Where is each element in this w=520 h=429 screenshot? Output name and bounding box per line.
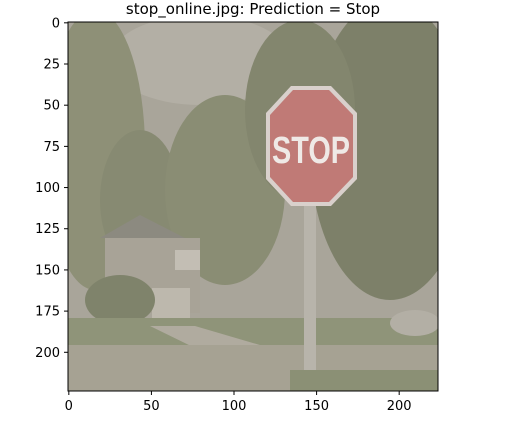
y-ticks: 0 25 50 75 100 125 150 175 200 [35, 16, 68, 361]
y-tick-label: 50 [43, 99, 60, 114]
hedge [85, 275, 155, 325]
x-tick-label: 150 [304, 399, 329, 414]
stop-sign-text: STOP [272, 130, 350, 172]
y-tick-label: 75 [43, 140, 60, 155]
axes-frame [67, 21, 439, 392]
parked-car [390, 310, 438, 336]
x-tick-label: 0 [65, 399, 73, 414]
sign-pole [304, 203, 316, 391]
y-tick-label: 200 [35, 346, 60, 361]
y-tick-label: 100 [35, 181, 60, 196]
y-tick-label: 150 [35, 263, 60, 278]
driveway [150, 326, 270, 348]
x-tick-label: 200 [387, 399, 412, 414]
house-window [175, 250, 200, 270]
cloud [110, 22, 290, 105]
x-tick-label: 100 [222, 399, 247, 414]
y-tick-label: 0 [52, 16, 60, 31]
photo-image: STOP [68, 22, 438, 391]
house-roof [100, 215, 185, 238]
y-tick-label: 25 [43, 58, 60, 73]
x-tick-label: 50 [143, 399, 160, 414]
y-tick-label: 175 [35, 305, 60, 320]
stop-sign-face [270, 90, 353, 202]
grass-strip [290, 370, 438, 391]
lawn [68, 318, 438, 348]
x-ticks: 0 50 100 150 200 [65, 391, 412, 414]
y-tick-label: 125 [35, 222, 60, 237]
chart-title: stop_online.jpg: Prediction = Stop [126, 0, 380, 19]
